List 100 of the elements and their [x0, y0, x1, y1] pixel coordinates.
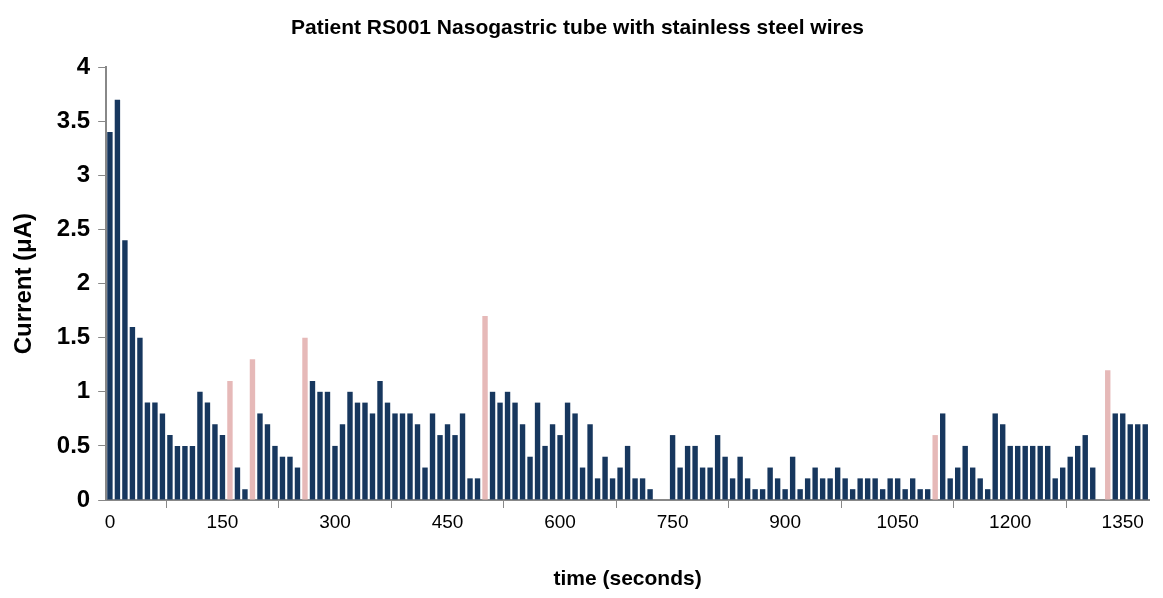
- bar: [429, 413, 436, 500]
- bar: [317, 391, 323, 500]
- bar: [587, 424, 593, 500]
- bar: [849, 489, 856, 500]
- bar: [1112, 413, 1118, 500]
- bar: [347, 391, 353, 500]
- y-tick-label: 3.5: [56, 105, 91, 133]
- bar: [669, 435, 676, 500]
- bar: [759, 489, 766, 500]
- bar: [159, 413, 166, 500]
- bar: [827, 478, 833, 500]
- bar: [414, 424, 421, 500]
- bar: [422, 467, 428, 500]
- bar: [279, 456, 286, 500]
- bar: [1105, 370, 1111, 500]
- bar: [377, 380, 383, 500]
- bar: [1067, 456, 1073, 500]
- bar: [752, 489, 758, 500]
- bar: [819, 478, 826, 500]
- bar: [692, 445, 698, 500]
- bar: [564, 402, 571, 500]
- bar: [1075, 445, 1081, 500]
- bar: [962, 445, 968, 500]
- bar: [467, 478, 473, 500]
- bar: [684, 445, 691, 500]
- bar: [332, 445, 338, 500]
- bar: [1015, 445, 1021, 500]
- bar: [804, 478, 811, 500]
- bar: [107, 132, 113, 500]
- x-tick-label: 450: [431, 510, 464, 532]
- bar: [917, 489, 923, 500]
- bar: [249, 359, 256, 500]
- bar: [482, 316, 488, 500]
- bar: [947, 478, 953, 500]
- bar: [1022, 445, 1028, 500]
- bar: [864, 478, 871, 500]
- bar: [527, 456, 533, 500]
- bar: [797, 489, 803, 500]
- bar: [1142, 424, 1148, 500]
- x-tick-label: 900: [769, 510, 801, 532]
- y-tick-label: 1: [76, 376, 91, 404]
- bar: [542, 445, 548, 500]
- x-axis-title: time (seconds): [553, 566, 702, 590]
- bar: [1127, 424, 1133, 500]
- bar: [392, 413, 398, 500]
- x-tick-label: 0: [104, 510, 116, 532]
- bar: [519, 424, 526, 500]
- y-tick-label: 1.5: [56, 322, 91, 350]
- bar: [872, 478, 878, 500]
- bar: [1135, 424, 1141, 500]
- bar: [1030, 445, 1036, 500]
- bar: [152, 402, 158, 500]
- bar: [504, 391, 511, 500]
- y-tick-label: 3: [76, 160, 91, 188]
- bar: [594, 478, 601, 500]
- bar: [189, 445, 196, 500]
- bar: [992, 413, 998, 500]
- x-tick-label: 300: [319, 510, 351, 532]
- bar: [452, 435, 458, 500]
- bar: [677, 467, 683, 500]
- bar: [459, 413, 466, 500]
- bar: [812, 467, 818, 500]
- bar: [579, 467, 586, 500]
- bar: [1090, 467, 1096, 500]
- bar: [324, 391, 331, 500]
- bar: [842, 478, 848, 500]
- bar: [1082, 435, 1088, 500]
- bar: [954, 467, 961, 500]
- bar: [1060, 467, 1066, 500]
- bar: [354, 402, 361, 500]
- x-tick-label: 150: [206, 510, 239, 532]
- bar: [639, 478, 646, 500]
- bar: [722, 456, 728, 500]
- bar: [879, 489, 886, 500]
- bar: [182, 445, 188, 500]
- bar: [1007, 445, 1013, 500]
- x-tick-label: 1050: [876, 510, 919, 532]
- x-tick-label: 600: [544, 510, 576, 532]
- bar: [774, 478, 781, 500]
- x-tick-label: 1350: [1101, 510, 1144, 532]
- bar: [512, 402, 518, 500]
- bar: [887, 478, 893, 500]
- bar: [227, 380, 233, 500]
- bar: [399, 413, 406, 500]
- bar: [609, 478, 616, 500]
- bar: [617, 467, 623, 500]
- bar: [384, 402, 391, 500]
- bar: [969, 467, 976, 500]
- bar: [647, 489, 653, 500]
- bar: [437, 435, 443, 500]
- bar: [714, 435, 721, 500]
- bar: [234, 467, 241, 500]
- bar: [729, 478, 736, 500]
- bar: [129, 326, 136, 500]
- bar: [902, 489, 908, 500]
- bar: [939, 413, 946, 500]
- bar: [932, 435, 938, 500]
- bar: [624, 445, 631, 500]
- bar: [1000, 424, 1006, 500]
- bar: [204, 402, 211, 500]
